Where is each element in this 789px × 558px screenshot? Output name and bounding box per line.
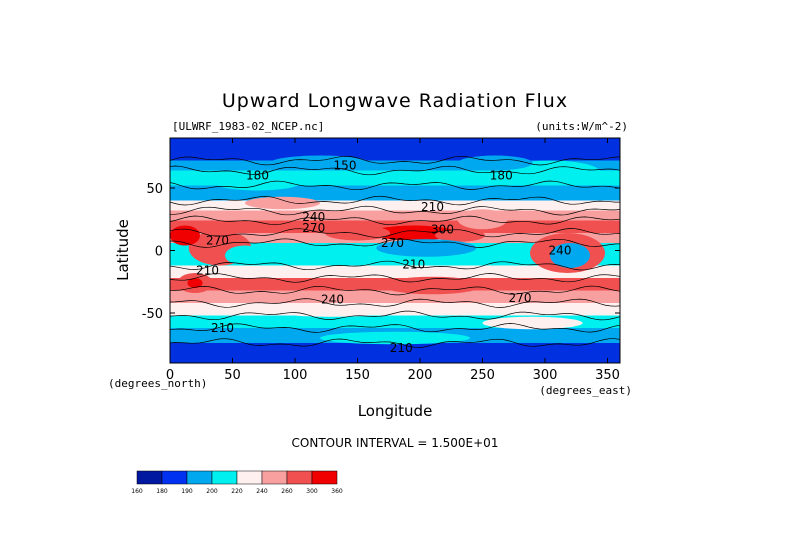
field-band xyxy=(170,265,620,278)
color-legend: 160 180 190 200 220 240 260 300 360 xyxy=(131,470,343,495)
contour-label: 240 xyxy=(549,244,572,258)
units-label: (units:W/m^-2) xyxy=(535,120,628,133)
y-axis: 50 0 -50 xyxy=(142,182,620,322)
legend-level-label: 200 xyxy=(206,488,218,495)
contour-label: 180 xyxy=(246,169,269,183)
field-blob xyxy=(482,316,583,330)
field-band xyxy=(170,210,620,221)
x-tick-label: 50 xyxy=(224,368,241,383)
file-label: [ULWRF_1983-02_NCEP.nc] xyxy=(172,120,324,133)
field-blob xyxy=(371,225,457,241)
contour-label: 270 xyxy=(302,221,325,235)
contour-label: 150 xyxy=(334,159,357,173)
field-band xyxy=(170,200,620,211)
contour-label: 210 xyxy=(402,257,425,271)
legend-swatch xyxy=(286,470,313,485)
field-blob xyxy=(215,175,300,191)
x-tick-label: 200 xyxy=(408,368,433,383)
contour-line xyxy=(170,310,620,321)
field-blob xyxy=(320,331,470,345)
contour-interval-text: CONTOUR INTERVAL = 1.500E+01 xyxy=(292,436,499,450)
contour-line xyxy=(170,228,620,238)
legend-swatch xyxy=(261,470,288,485)
legend-swatch xyxy=(311,470,338,485)
contour-line xyxy=(170,323,620,333)
legend-level-label: 300 xyxy=(306,488,318,495)
field-blob xyxy=(457,209,508,230)
field-blob xyxy=(550,243,590,268)
contour-line xyxy=(170,155,620,166)
field-blob xyxy=(245,196,320,210)
legend-level-label: 160 xyxy=(131,488,143,495)
contour-label: 270 xyxy=(381,236,404,250)
contour-line xyxy=(170,195,620,206)
contour-line xyxy=(170,165,620,176)
x-unit-label: (degrees_east) xyxy=(539,384,632,397)
field-blob xyxy=(170,225,200,246)
chart-title: Upward Longwave Radiation Flux xyxy=(222,90,568,112)
y-axis-label: Latitude xyxy=(114,219,132,281)
contour-line xyxy=(170,338,620,348)
contour-label: 240 xyxy=(302,210,325,224)
legend-swatch xyxy=(186,470,213,485)
legend-level-label: 260 xyxy=(281,488,293,495)
contour-label: 270 xyxy=(206,234,229,248)
legend-level-label: 220 xyxy=(231,488,243,495)
contour-lines xyxy=(170,155,620,348)
x-tick-label: 150 xyxy=(345,368,370,383)
x-axis-label: Longitude xyxy=(358,402,433,420)
contour-line xyxy=(170,215,620,226)
field-band xyxy=(170,138,620,161)
field-blob xyxy=(325,225,390,241)
contour-label: 210 xyxy=(390,341,413,355)
y-tick-label: -50 xyxy=(142,307,163,322)
contour-label: 180 xyxy=(490,169,513,183)
contour-line xyxy=(170,205,620,216)
x-tick-label: 300 xyxy=(533,368,558,383)
legend-level-label: 180 xyxy=(156,488,168,495)
field-blob xyxy=(457,155,533,171)
legend-level-label: 190 xyxy=(181,488,193,495)
y-unit-label: (degrees_north) xyxy=(108,377,207,390)
contour-line xyxy=(170,273,620,283)
contour-label: 210 xyxy=(421,200,444,214)
legend-level-label: 360 xyxy=(331,488,343,495)
field-blob xyxy=(382,276,483,295)
x-axis: 0 50 100 150 200 250 300 350 xyxy=(166,138,620,383)
x-tick-label: 0 xyxy=(166,368,174,383)
contour-label: 300 xyxy=(431,222,454,236)
legend-swatch xyxy=(236,470,263,485)
legend-swatch xyxy=(136,470,163,485)
contour-label: 240 xyxy=(321,292,344,306)
legend-swatch xyxy=(161,470,188,485)
x-tick-label: 350 xyxy=(595,368,620,383)
contour-line xyxy=(170,238,620,248)
contour-line xyxy=(170,260,620,271)
field-blob xyxy=(225,245,265,266)
y-tick-label: 0 xyxy=(155,245,163,260)
contour-label: 210 xyxy=(211,321,234,335)
x-tick-label: 250 xyxy=(470,368,495,383)
contour-label: 270 xyxy=(509,291,532,305)
legend-level-label: 240 xyxy=(256,488,268,495)
contour-line xyxy=(170,285,620,296)
field-blob xyxy=(376,239,477,257)
field-blob xyxy=(187,278,203,288)
contour-label: 210 xyxy=(196,264,219,278)
field-blob xyxy=(270,155,370,171)
y-tick-label: 50 xyxy=(146,182,163,197)
field-band xyxy=(170,160,620,171)
field-band xyxy=(170,343,620,363)
x-tick-label: 100 xyxy=(283,368,308,383)
legend-swatch xyxy=(211,470,238,485)
contour-line xyxy=(170,298,620,308)
contour-line xyxy=(170,180,620,191)
